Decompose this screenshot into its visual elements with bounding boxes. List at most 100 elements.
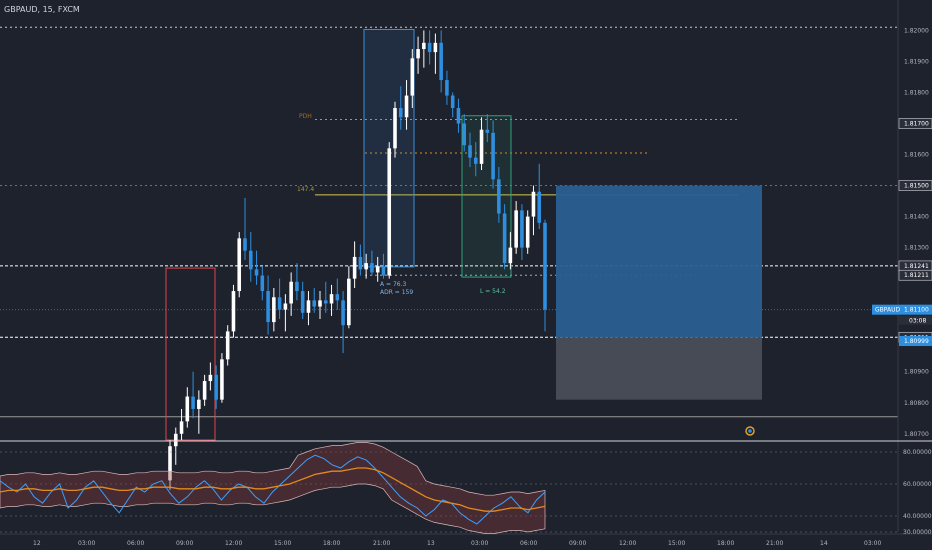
candle-body — [543, 222, 547, 310]
x-tick-label: 06:00 — [127, 540, 144, 547]
y-tick-label: 1.81900 — [904, 58, 929, 65]
candle-body — [237, 238, 242, 292]
price-tag-label: 1.80999 — [904, 338, 929, 345]
current-price-label: 1.81100 — [904, 307, 929, 314]
countdown-label: 03:08 — [909, 318, 926, 325]
candle-body — [335, 294, 340, 301]
price-tag — [898, 180, 932, 191]
candle-body — [185, 396, 190, 422]
candle-body — [525, 216, 530, 248]
osc-tick-label: 40.00000 — [903, 513, 932, 520]
candle-body — [208, 374, 213, 382]
y-tick-label: 1.81800 — [904, 89, 929, 96]
candle-body — [439, 42, 443, 81]
candle-body — [295, 281, 299, 292]
y-tick-label: 1.81300 — [904, 245, 929, 252]
osc-tick-label: 80.00000 — [903, 449, 932, 456]
candle-body — [214, 374, 218, 400]
candle-body — [312, 300, 317, 307]
candle-body — [341, 300, 345, 326]
price-tag-label: 1.81500 — [904, 183, 929, 190]
candle-body — [398, 107, 403, 118]
green-label: L = 54.2 — [480, 288, 506, 295]
y-tick-label: 1.82000 — [904, 27, 929, 34]
y-tick-label: 1.80800 — [904, 400, 929, 407]
y-tick-label: 1.81400 — [904, 214, 929, 221]
current-price-tag — [872, 304, 932, 315]
candle-body — [531, 191, 536, 217]
candle-body — [520, 210, 524, 248]
osc-band — [0, 442, 546, 534]
candle-body — [456, 107, 461, 124]
candle-body — [300, 291, 305, 313]
x-tick-label: 12:00 — [225, 540, 242, 547]
candle-body — [347, 278, 351, 326]
candle-body — [416, 49, 420, 59]
chart-title: GBPAUD, 15, FXCM — [4, 5, 80, 14]
target-zone — [556, 185, 762, 338]
x-tick-label: 09:00 — [569, 540, 586, 547]
candle-body — [243, 238, 247, 251]
level-label: 147.4 — [297, 186, 314, 193]
candle-body — [323, 300, 328, 304]
candle-body — [277, 297, 282, 310]
x-tick-label: 03:00 — [471, 540, 488, 547]
x-tick-label: 13 — [427, 540, 435, 547]
candle-body — [231, 291, 236, 332]
candle-body — [197, 399, 201, 409]
price-tag — [898, 269, 932, 281]
candle-body — [508, 247, 513, 264]
candle-body — [329, 294, 334, 304]
price-tag-label: 1.81211 — [904, 272, 929, 279]
candle-body — [352, 256, 357, 279]
candle-body — [485, 129, 490, 133]
candle-body — [404, 95, 409, 118]
x-tick-label: 09:00 — [176, 540, 193, 547]
pdh-label: PDH — [299, 113, 312, 120]
stop-zone — [556, 337, 762, 400]
candle-body — [462, 123, 467, 146]
price-tag-label: 1.81700 — [904, 121, 929, 128]
osc-tick-label: 60.00000 — [903, 481, 932, 488]
candle-body — [370, 263, 374, 273]
candle-body — [306, 300, 311, 313]
candle-body — [387, 148, 392, 276]
candle-body — [202, 381, 207, 400]
price-tag — [898, 118, 932, 129]
range-label: A = 76.3 — [380, 281, 406, 288]
candle-body — [381, 266, 386, 276]
alert-icon-core — [748, 429, 752, 433]
candle-body — [173, 433, 178, 447]
osc-tick-label: 30.00000 — [903, 529, 932, 536]
x-tick-label: 14 — [820, 540, 828, 547]
current-symbol-label: GBPAUD — [875, 307, 900, 314]
x-tick-label: 15:00 — [668, 540, 685, 547]
x-tick-label: 21:00 — [766, 540, 783, 547]
candle-body — [450, 95, 455, 108]
candle-body — [427, 42, 432, 53]
candle-body — [254, 269, 259, 276]
price-tag — [899, 336, 932, 347]
y-tick-label: 1.80900 — [904, 369, 929, 376]
x-tick-label: 18:00 — [717, 540, 734, 547]
candle-body — [479, 129, 484, 164]
y-tick-label: 1.80700 — [904, 431, 929, 438]
osc-series-line — [0, 467, 546, 512]
candle-body — [283, 303, 288, 310]
x-tick-label: 15:00 — [274, 540, 291, 547]
candle-body — [318, 300, 322, 307]
y-tick-label: 1.81600 — [904, 152, 929, 159]
x-tick-label: 03:00 — [78, 540, 95, 547]
candle-body — [375, 266, 380, 273]
countdown-tag — [899, 315, 932, 325]
candle-body — [473, 157, 478, 164]
x-tick-label: 12:00 — [619, 540, 636, 547]
candle-body — [364, 263, 368, 270]
alert-icon — [745, 426, 755, 436]
x-tick-label: 18:00 — [323, 540, 340, 547]
x-tick-label: 21:00 — [373, 540, 390, 547]
candle-body — [179, 421, 184, 434]
candle-body — [191, 396, 195, 409]
candle-body — [497, 179, 501, 214]
